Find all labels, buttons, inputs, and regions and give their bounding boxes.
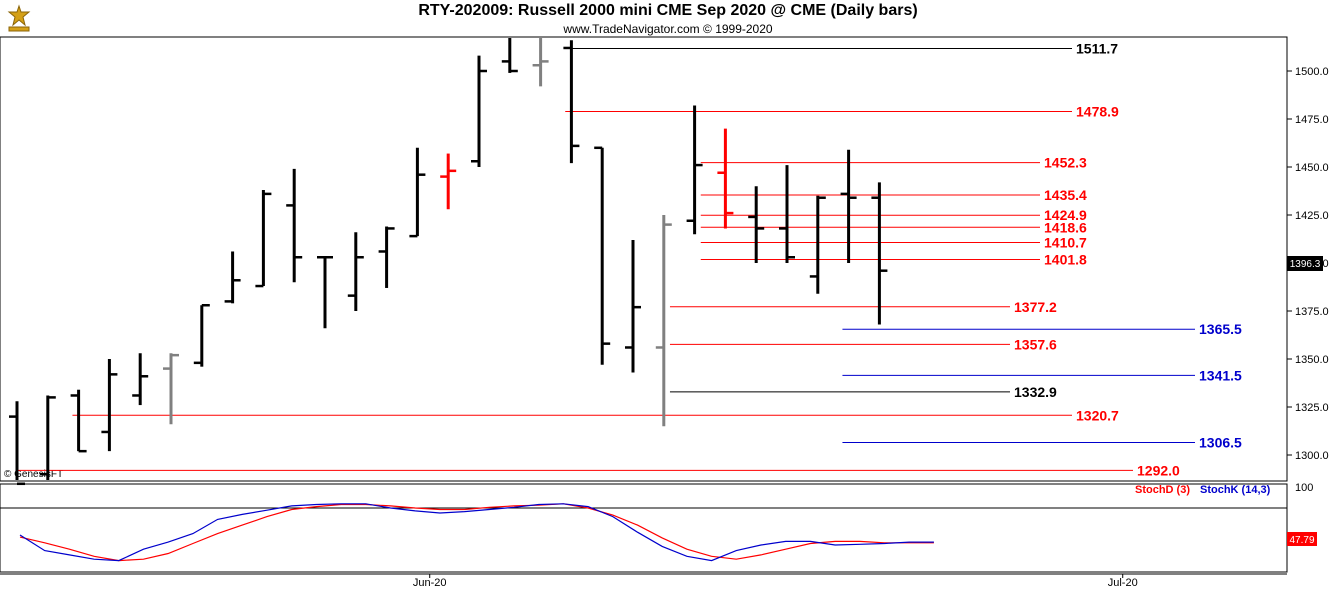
price-level-label: 1365.5 <box>1199 321 1242 337</box>
x-tick-label: Jul-20 <box>1108 577 1138 589</box>
chart-subtitle: www.TradeNavigator.com © 1999-2020 <box>563 22 773 36</box>
ohlc-bar <box>809 195 826 294</box>
ohlc-bar <box>286 168 303 283</box>
price-level-label: 1418.6 <box>1044 219 1087 235</box>
ohlc-bar <box>471 55 487 167</box>
price-y-tick-label: 1500.0 <box>1295 66 1329 78</box>
ohlc-bar <box>501 38 518 73</box>
ohlc-bar <box>686 105 703 235</box>
ohlc-bar <box>871 182 888 325</box>
ohlc-bar <box>70 389 87 453</box>
ohlc-bar <box>655 215 672 427</box>
price-level-label: 1410.7 <box>1044 234 1087 250</box>
price-level-label: 1511.7 <box>1076 41 1118 57</box>
x-tick-label: Jun-20 <box>413 577 447 589</box>
price-level-label: 1332.9 <box>1014 384 1057 400</box>
stochastic-panel <box>0 483 1288 573</box>
ohlc-bar <box>193 303 210 367</box>
ohlc-bar <box>440 153 457 210</box>
ohlc-bar <box>9 401 25 486</box>
ohlc-bar <box>409 147 426 238</box>
ohlc-bar <box>625 239 641 373</box>
ohlc-bar <box>317 255 333 329</box>
price-y-tick-label: 1375.0 <box>1295 306 1329 318</box>
price-level-label: 1306.5 <box>1199 435 1242 451</box>
price-y-tick-label: 1450.0 <box>1295 162 1329 174</box>
stochastic-y-tick-100: 100 <box>1295 482 1313 494</box>
trade-navigator-logo-icon <box>7 4 31 32</box>
price-level-label: 1292.0 <box>1137 462 1180 478</box>
price-y-tick-label: 1350.0 <box>1295 354 1329 366</box>
last-price-tag <box>1287 256 1323 271</box>
ohlc-bar <box>347 232 364 311</box>
ohlc-bar <box>532 38 549 87</box>
ohlc-bar <box>39 395 56 480</box>
ohlc-bar <box>378 226 395 288</box>
price-y-tick-label: 1325.0 <box>1295 402 1329 414</box>
ohlc-bar <box>594 146 611 365</box>
price-level-label: 1478.9 <box>1076 104 1119 120</box>
stochastic-last-tag <box>1287 532 1317 546</box>
ohlc-bar <box>255 190 272 288</box>
price-y-tick-label: 1475.0 <box>1295 114 1329 126</box>
price-level-label: 1320.7 <box>1076 407 1119 423</box>
price-level-label: 1401.8 <box>1044 252 1087 268</box>
ohlc-bar <box>717 128 734 229</box>
legend-stochk: StochK (14,3) <box>1200 484 1271 496</box>
legend-stochd: StochD (3) <box>1135 484 1190 496</box>
price-level-label: 1341.5 <box>1199 367 1242 383</box>
price-level-label: 1452.3 <box>1044 155 1087 171</box>
x-axis-labels: Jun-20 Jul-20 <box>413 574 1138 589</box>
ohlc-bar <box>563 40 580 164</box>
ohlc-bars <box>9 38 888 486</box>
ohlc-bar <box>163 353 179 425</box>
stochastic-series-line <box>19 503 934 562</box>
stochastic-series-line <box>19 503 934 562</box>
ohlc-bar <box>748 186 765 263</box>
ohlc-bar <box>132 353 149 406</box>
price-level-label: 1424.9 <box>1044 207 1087 223</box>
stochastic-lines <box>19 503 934 562</box>
ohlc-bar <box>840 149 857 263</box>
chart-title: RTY-202009: Russell 2000 mini CME Sep 20… <box>418 2 918 19</box>
ohlc-bar <box>779 165 795 263</box>
price-levels: 1511.7 1478.9 1452.3 1435.4 1424.91418.61410… <box>17 41 1242 478</box>
price-level-label: 1435.4 <box>1044 187 1087 203</box>
price-y-tick-label: 1300.0 <box>1295 450 1329 462</box>
price-level-label: 1377.2 <box>1014 299 1057 315</box>
ohlc-bar <box>224 251 241 304</box>
copyright-label: © GenesisFT <box>4 469 64 480</box>
price-level-label: 1357.6 <box>1014 336 1057 352</box>
stochastic-last-label: 47.79 <box>1289 535 1314 546</box>
ohlc-bar <box>101 359 118 452</box>
last-price-label: 1396.3 <box>1290 259 1321 270</box>
price-y-tick-label: 1425.0 <box>1295 210 1329 222</box>
